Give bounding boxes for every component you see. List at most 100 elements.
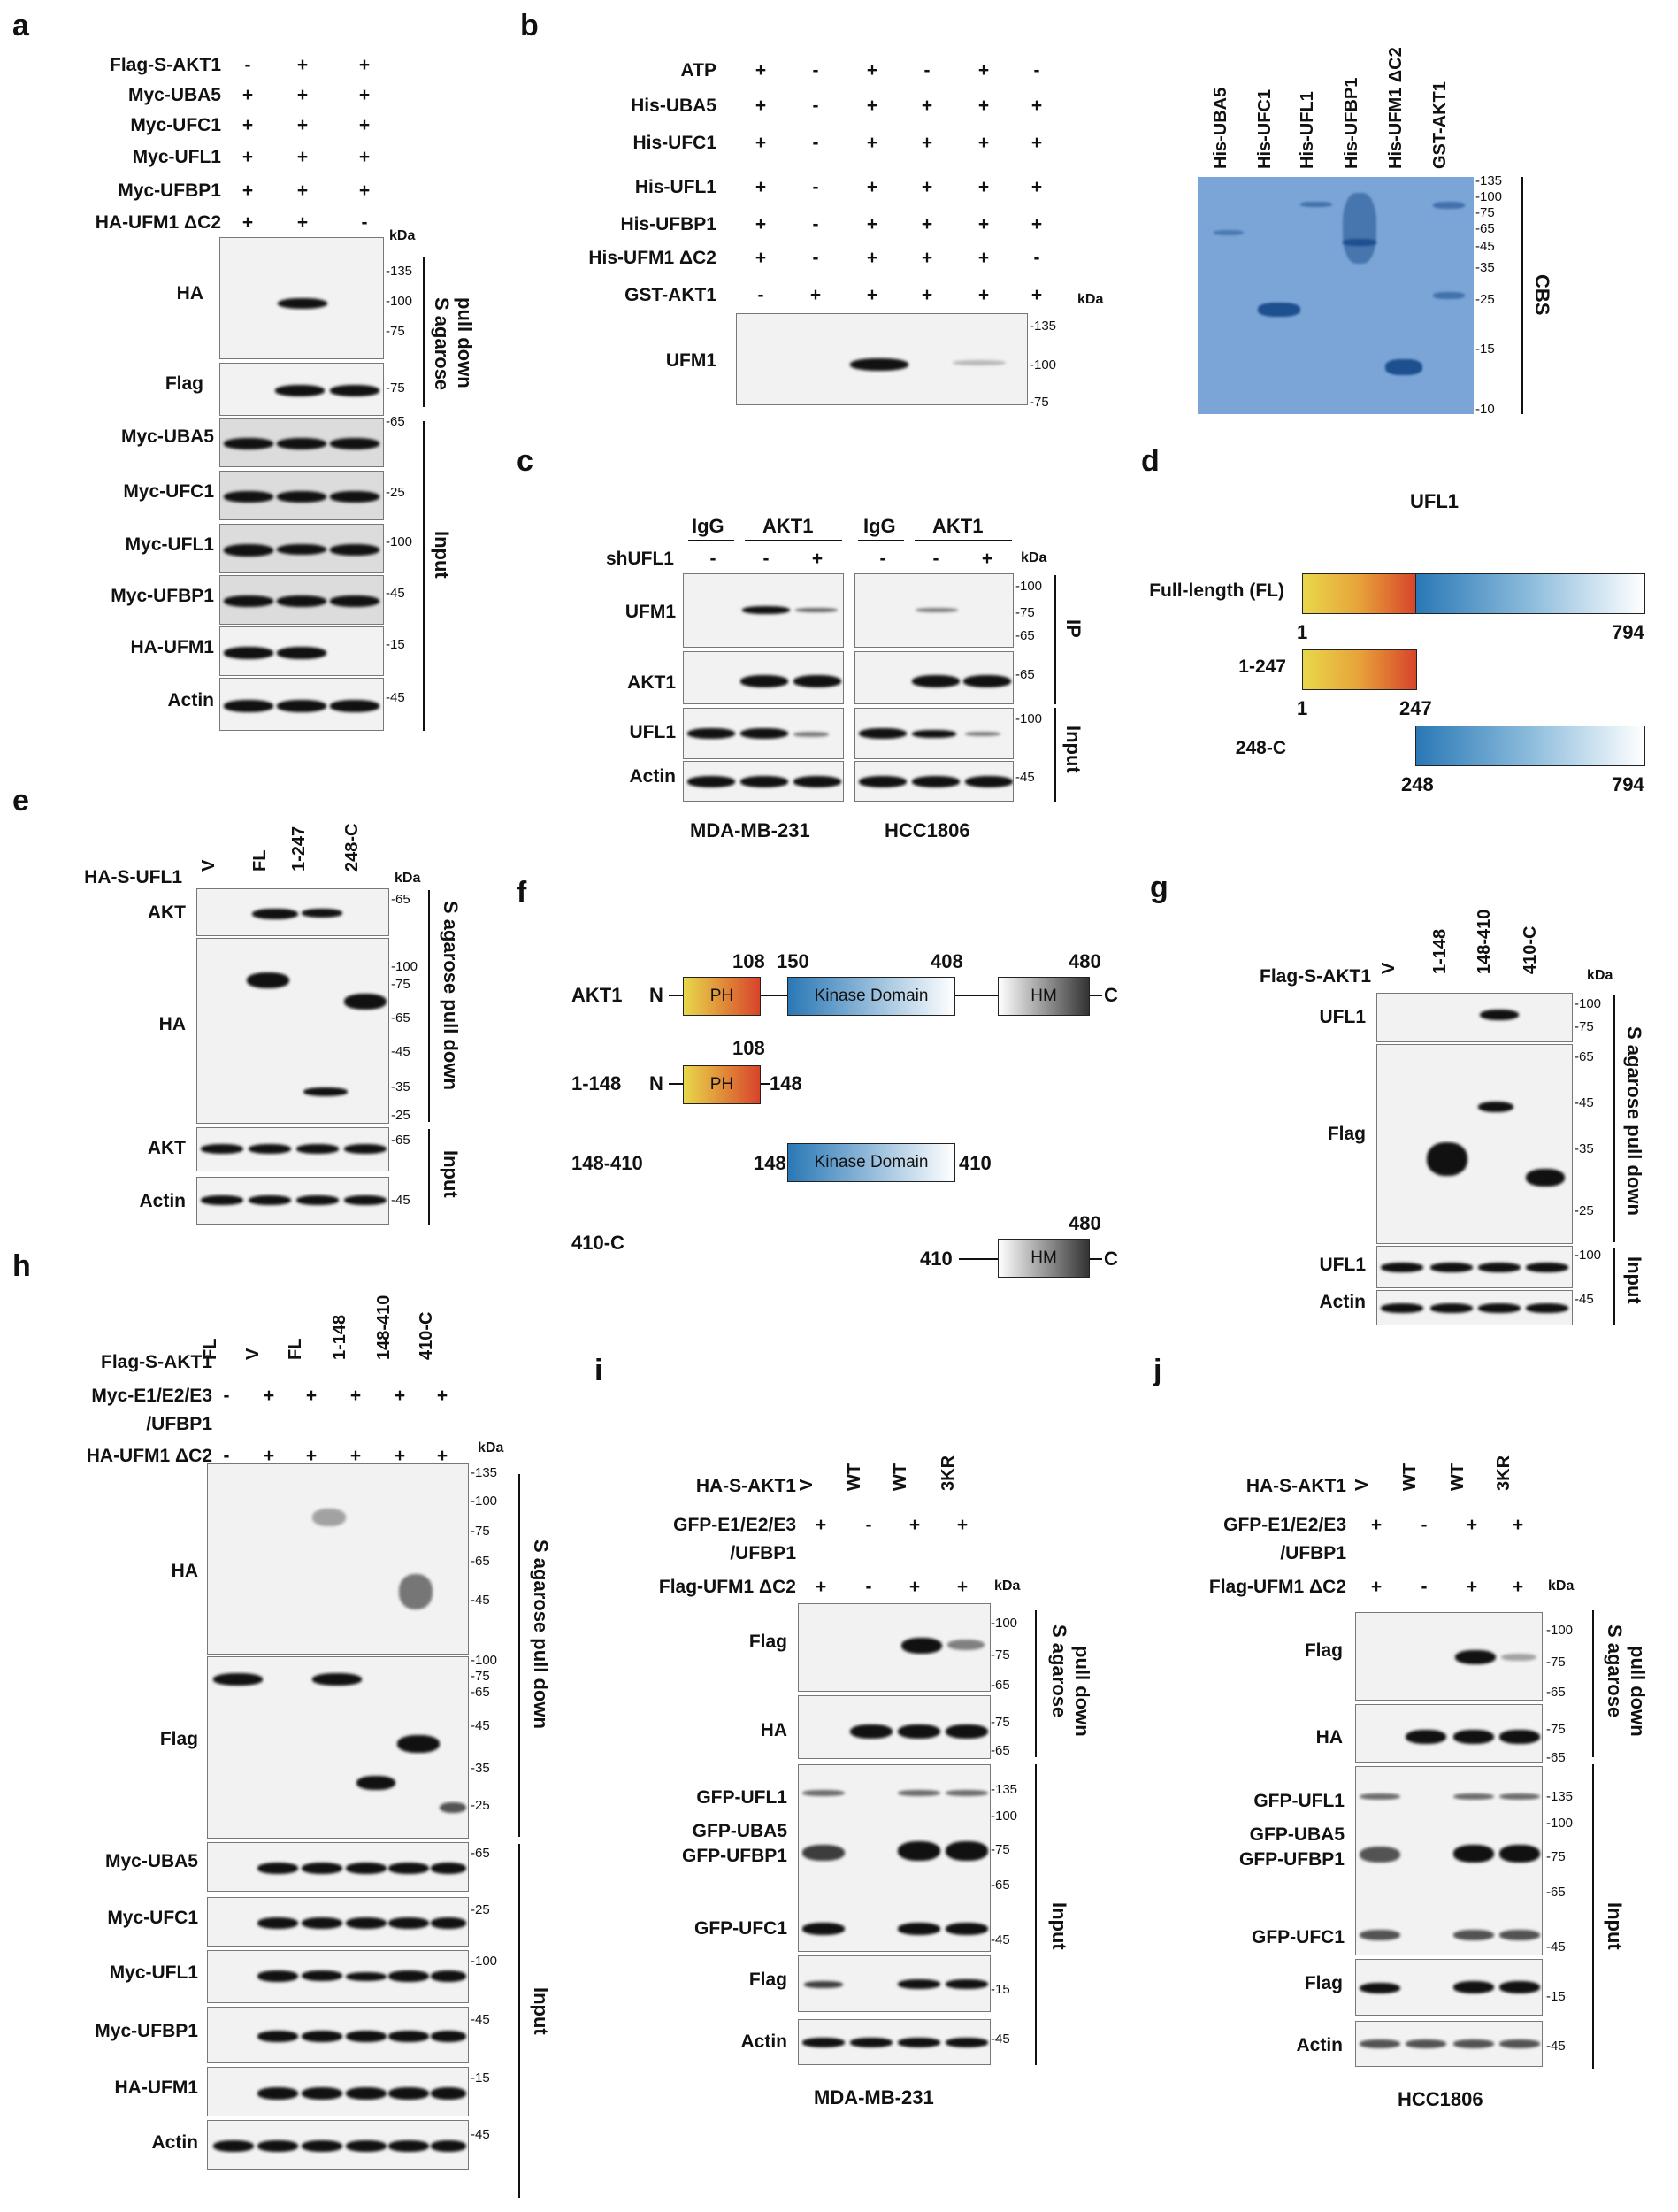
blot-ufm1	[683, 573, 844, 648]
mw-marker: -15	[386, 637, 405, 652]
mw-marker: -65	[391, 1010, 410, 1025]
blot-label: GFP-UFBP1	[681, 1846, 787, 1866]
blot-label: Flag	[748, 1632, 787, 1652]
blot-flag	[1355, 1959, 1543, 2016]
sign: +	[296, 115, 309, 135]
hm-domain: HM	[998, 1239, 1090, 1278]
blot-akt	[196, 1127, 389, 1171]
sign: +	[296, 212, 309, 233]
mw-marker: -15	[471, 2070, 490, 2085]
sign: -	[1033, 60, 1040, 81]
blot-label: Flag	[159, 1729, 198, 1749]
row-label: /UFBP1	[1280, 1543, 1346, 1563]
blot-label: Flag	[748, 1970, 787, 1990]
group-label: IgG	[863, 515, 896, 537]
sign: +	[1466, 1515, 1478, 1535]
construct-label: Full-length (FL)	[1149, 580, 1284, 601]
mw-marker: -65	[391, 892, 410, 907]
mw-marker: -45	[391, 1044, 410, 1059]
diagram-title: UFL1	[1410, 490, 1459, 512]
lane-label: His-UBA5	[1211, 87, 1230, 169]
blot-ha	[798, 1695, 991, 1759]
blot-label: GFP-UFL1	[1253, 1791, 1345, 1811]
blot-label: Myc-UFL1	[125, 534, 214, 555]
mw-marker: -65	[991, 1878, 1010, 1893]
sign: +	[349, 1386, 362, 1406]
mw-marker: -45	[471, 2012, 490, 2027]
underline	[688, 540, 734, 541]
cell-line-label: HCC1806	[1398, 2088, 1483, 2110]
mw-marker: -100	[1015, 711, 1043, 726]
mw-marker: -15	[1546, 1989, 1566, 2004]
mw-marker: -100	[1030, 357, 1057, 373]
row-label: Flag-S-AKT1	[101, 1352, 212, 1372]
blot-actin	[683, 761, 844, 802]
sign: +	[263, 1386, 275, 1406]
panel-letter: g	[1150, 871, 1168, 904]
sign: +	[1031, 133, 1043, 153]
mw-marker: -45	[1015, 770, 1035, 785]
group-label: AKT1	[932, 515, 984, 537]
terminus-label: N	[649, 1072, 663, 1094]
mw-marker: -65	[391, 1133, 410, 1148]
linker	[669, 1083, 683, 1085]
blot-label: HA	[1315, 1727, 1343, 1747]
sign: -	[812, 96, 819, 116]
blot-myc-ufl1	[219, 524, 384, 573]
residue-label: 108	[732, 950, 765, 972]
mw-marker: -100	[1546, 1816, 1574, 1831]
lane-label: 3KR	[1494, 1455, 1513, 1491]
bracket-line	[1054, 708, 1056, 802]
row-label: HA-UFM1 ΔC2	[86, 1446, 212, 1466]
panel-letter: f	[517, 876, 527, 910]
sign: +	[908, 1515, 921, 1535]
blot-flag	[1355, 1612, 1543, 1701]
mw-marker: -25	[386, 485, 405, 500]
sign: +	[811, 549, 824, 569]
mw-marker: -135	[471, 1465, 498, 1480]
blot-label: Myc-UFL1	[109, 1962, 198, 1983]
blot-label: UFL1	[1319, 1007, 1367, 1027]
blot-myc-ufbp1	[219, 575, 384, 625]
mw-marker: -65	[1546, 1885, 1566, 1900]
lane-label: 248-C	[342, 823, 362, 872]
mw-marker: -15	[991, 1982, 1010, 1997]
lane-label: His-UFBP1	[1342, 77, 1361, 169]
lane-label: 1-247	[289, 826, 309, 872]
sign: +	[349, 1446, 362, 1466]
mw-marker: -100	[1575, 996, 1602, 1011]
mw-marker: -65	[471, 1846, 490, 1861]
panel-letter: c	[517, 444, 533, 478]
side-label: S agarose	[1604, 1624, 1626, 1718]
sign: -	[1033, 248, 1040, 268]
sign: +	[755, 248, 767, 268]
blot-label: AKT	[147, 1138, 186, 1158]
mw-marker: -45	[1575, 1095, 1594, 1110]
row-label: Myc-UFL1	[132, 147, 221, 167]
lane-label: 1-148	[330, 1314, 349, 1360]
blot-label: GFP-UFC1	[1252, 1927, 1345, 1947]
sign: +	[358, 55, 371, 75]
mw-marker: -25	[471, 1902, 490, 1917]
construct-label: 1-247	[1238, 657, 1286, 677]
sign: -	[812, 214, 819, 234]
domain-bar	[1302, 573, 1417, 614]
blot-ufl1	[683, 708, 844, 759]
residue-label: 480	[1069, 950, 1101, 972]
mw-marker: -65	[1475, 221, 1495, 236]
bracket-line	[1592, 1764, 1594, 2069]
domain-bar	[1415, 726, 1645, 766]
side-label: S agarose pull down	[440, 901, 462, 1090]
blot-label: Actin	[167, 690, 215, 710]
lane-label: 3KR	[939, 1455, 958, 1491]
sign: -	[812, 177, 819, 197]
sign: +	[296, 180, 309, 201]
row-label: His-UFC1	[632, 133, 716, 153]
side-label: Input	[1604, 1902, 1626, 1950]
blot-flag	[798, 1603, 991, 1692]
lane-label: WT	[845, 1463, 864, 1491]
bracket-line	[428, 890, 430, 1122]
blot-label: Flag	[165, 373, 203, 394]
mw-marker: -25	[1475, 292, 1495, 307]
sign: +	[241, 180, 254, 201]
